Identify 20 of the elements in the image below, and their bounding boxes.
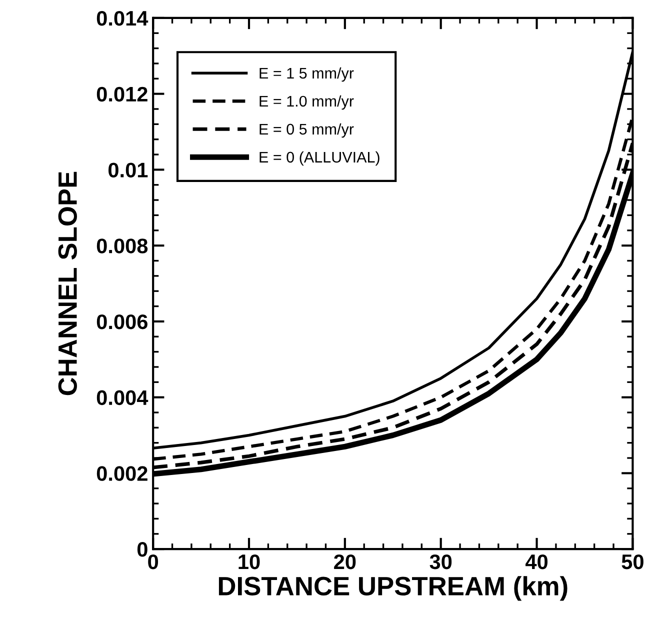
legend-label: E = 0 (ALLUVIAL) — [260, 151, 380, 166]
y-tick-label: 0 — [137, 542, 148, 557]
y-tick-label: 0.002 — [96, 466, 148, 481]
x-tick-label: 20 — [334, 554, 356, 570]
y-tick-label: 0.004 — [96, 390, 148, 406]
x-tick-label: 10 — [238, 554, 260, 570]
legend-label: E = 1.0 mm/yr — [260, 95, 354, 110]
y-tick-label: 0.014 — [96, 10, 148, 26]
x-axis-title: DISTANCE UPSTREAM (km) — [218, 576, 568, 601]
x-tick-label: 30 — [430, 554, 452, 570]
x-tick-label: 50 — [622, 554, 644, 570]
x-tick-label: 0 — [148, 554, 158, 570]
y-tick-label: 0.006 — [96, 314, 148, 330]
y-axis-title: CHANNEL SLOPE — [58, 172, 77, 396]
x-tick-label: 40 — [526, 554, 548, 570]
y-tick-label: 0.012 — [96, 86, 148, 102]
y-tick-label: 0.008 — [96, 238, 148, 254]
legend-label: E = 1 5 mm/yr — [260, 67, 354, 82]
y-tick-label: 0.01 — [108, 162, 148, 178]
legend-label: E = 0 5 mm/yr — [260, 123, 354, 138]
